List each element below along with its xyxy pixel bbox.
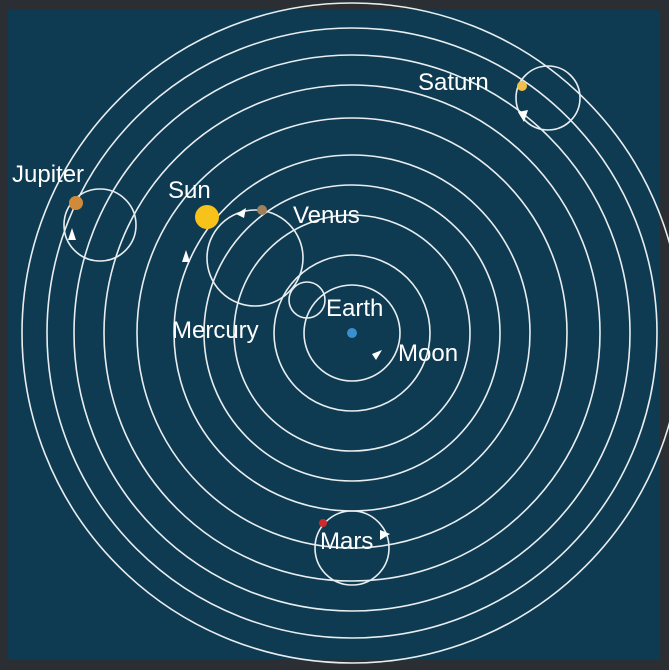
sky (8, 10, 660, 660)
arrows (68, 110, 528, 540)
label: Mars (320, 528, 373, 555)
epicycles (63, 65, 581, 586)
mars-body (319, 519, 327, 527)
epicycle (206, 209, 304, 307)
orbit (73, 54, 631, 612)
earth-body (347, 328, 357, 338)
orbit (233, 214, 471, 452)
orbit (203, 184, 501, 482)
orbit (273, 254, 431, 412)
label: Saturn (418, 69, 489, 96)
label: Sun (168, 177, 211, 204)
label: Jupiter (12, 161, 84, 188)
saturn-body (517, 81, 527, 91)
orbit (136, 117, 568, 549)
orbit (103, 84, 601, 582)
epicycle (515, 65, 581, 131)
arrow (372, 350, 382, 360)
epicycle (314, 510, 390, 586)
sun-body (195, 205, 219, 229)
label: Moon (398, 340, 458, 367)
label: Venus (293, 202, 360, 229)
bodies (69, 81, 527, 527)
label: Mercury (172, 317, 259, 344)
arrow (68, 228, 76, 240)
arrow (380, 530, 390, 540)
jupiter-body (69, 196, 83, 210)
epicycle (288, 281, 326, 319)
orbit (21, 2, 669, 664)
orbit (46, 27, 658, 639)
venus-body (257, 205, 267, 215)
deferents (21, 2, 669, 664)
arrow (518, 110, 528, 122)
label: Earth (326, 295, 383, 322)
orbit (303, 284, 401, 382)
arrow (182, 250, 190, 262)
arrow (236, 208, 246, 218)
epicycle (63, 188, 137, 262)
